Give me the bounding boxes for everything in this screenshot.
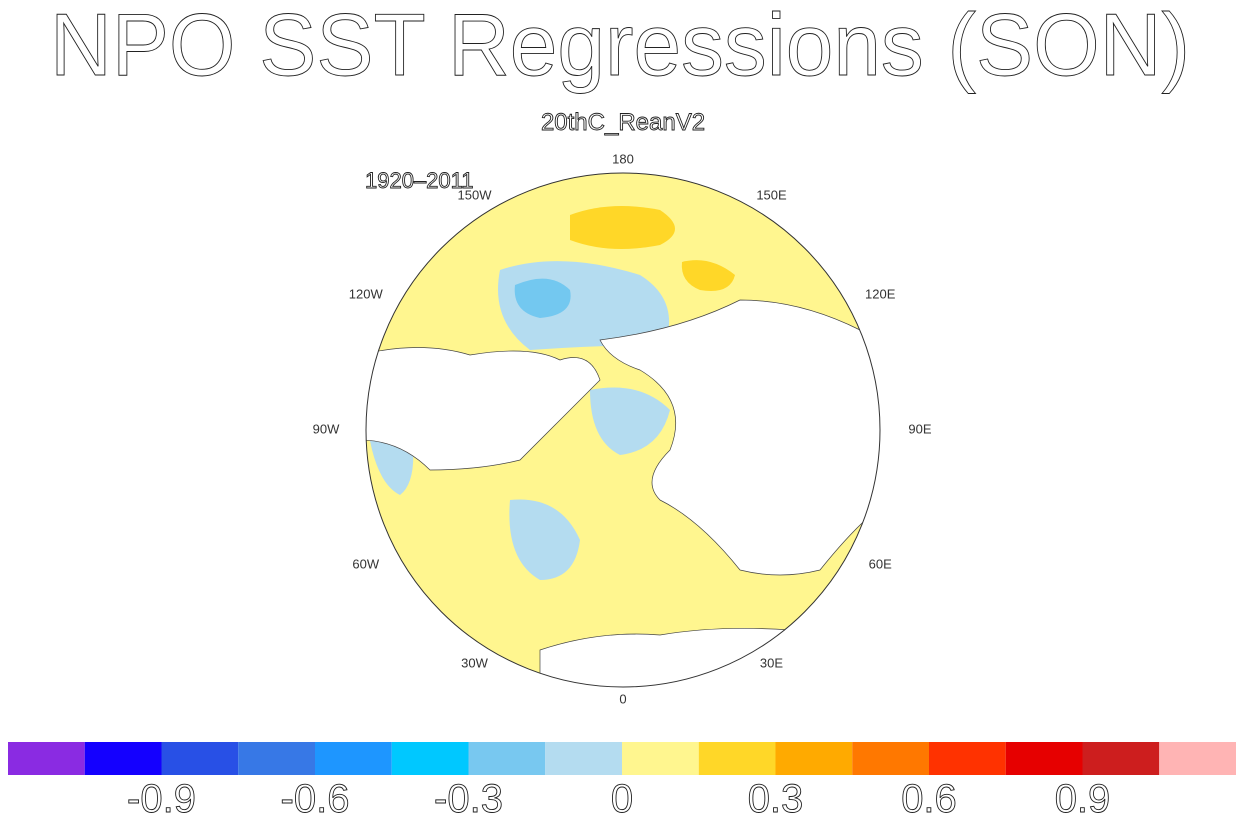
map-border [365, 172, 881, 688]
colorbar-box [698, 742, 776, 775]
negative-region [514, 278, 571, 318]
subtitle: 20thC_ReanV2 [541, 109, 705, 136]
colorbar-tick-label: -0.9 [127, 777, 196, 821]
colorbar-box [775, 742, 853, 775]
negative-region [509, 499, 580, 580]
title: NPO SST Regressions (SON) [50, 0, 1190, 94]
longitude-label: 60E [869, 556, 892, 571]
longitude-label: 120E [865, 286, 896, 301]
longitude-label: 30W [461, 655, 488, 670]
colorbar-tick-label: -0.6 [281, 777, 350, 821]
colorbar-box [391, 742, 469, 775]
colorbar-tick-label: 0.3 [748, 777, 804, 821]
land [599, 299, 880, 576]
colorbar-tick-label: 0.6 [901, 777, 957, 821]
longitude-label: 120W [349, 286, 384, 301]
positive-region [681, 260, 735, 291]
colorbar-box [468, 742, 546, 775]
longitude-label: 150W [458, 188, 493, 203]
colorbar-box [1005, 742, 1083, 775]
colorbar-box [84, 742, 162, 775]
colorbar-box [1082, 742, 1160, 775]
colorbar-box [8, 742, 85, 775]
longitude-label: 60W [352, 556, 379, 571]
longitude-label: 180 [612, 151, 634, 166]
colorbar-box [161, 742, 239, 775]
colorbar-box [622, 742, 699, 775]
colorbar-tick-label: 0.9 [1055, 777, 1111, 821]
colorbar-box [545, 742, 622, 775]
positive-region [570, 206, 675, 249]
colorbar-box [238, 742, 315, 775]
land [366, 347, 601, 471]
colorbar-box [1159, 742, 1236, 775]
longitude-label: 90W [313, 421, 340, 436]
colorbar-tick-label: 0 [611, 777, 633, 821]
longitude-label: 90E [908, 421, 931, 436]
longitude-label: 0 [619, 691, 626, 706]
negative-region [590, 387, 670, 455]
longitude-label: 30E [760, 655, 783, 670]
colorbar-box [852, 742, 929, 775]
colorbar-tick-label: -0.3 [434, 777, 503, 821]
longitude-label: 150E [756, 188, 787, 203]
colorbar-box [315, 742, 392, 775]
period-label: 1920–2011 [365, 168, 474, 193]
colorbar-box [929, 742, 1006, 775]
map [366, 173, 880, 687]
